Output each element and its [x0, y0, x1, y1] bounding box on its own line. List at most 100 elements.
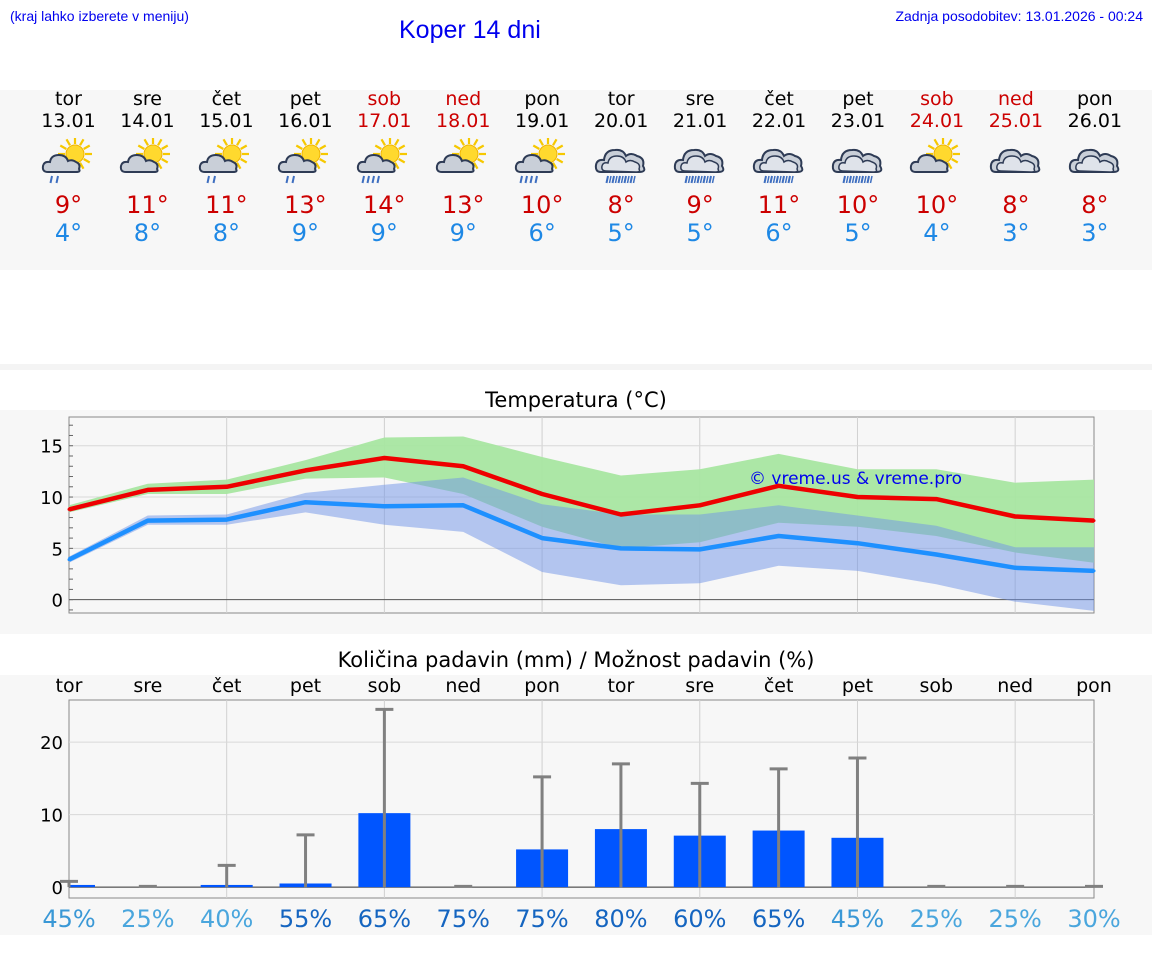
min-temp-point	[146, 519, 150, 523]
cloud-part	[989, 148, 1041, 173]
precip-probability: 60%	[673, 905, 726, 933]
day-date: 16.01	[278, 110, 333, 132]
day-date: 21.01	[672, 110, 728, 132]
y-tick-label: 10	[40, 806, 63, 827]
temp-min: 3°	[1081, 219, 1109, 247]
forecast-day: pet 23.01 10° 5°	[818, 88, 898, 247]
precipitation-chart: tor sre čet pet sob ned pon tor sre čet pet sob ned p…	[40, 675, 1121, 933]
x-category-label: čet	[764, 675, 794, 697]
y-tick-label: 5	[52, 539, 63, 560]
x-category-label: sob	[920, 675, 954, 697]
day-name: sob	[367, 88, 402, 110]
day-date: 24.01	[909, 110, 965, 132]
day-date: 14.01	[120, 110, 175, 132]
cloud-rain-icon	[831, 148, 883, 184]
precip-probability: 40%	[200, 905, 253, 933]
cloud-part	[673, 148, 725, 173]
x-category-label: ned	[445, 675, 481, 697]
x-category-label: sre	[133, 675, 162, 697]
rain-drops	[519, 175, 539, 184]
temp-max: 10°	[520, 191, 564, 219]
max-temp-point	[67, 507, 71, 511]
min-temp-point	[777, 534, 781, 538]
cloud-part	[1068, 148, 1120, 173]
cloud-icon	[1068, 148, 1120, 173]
sun-cloud-rain-icon	[357, 138, 408, 184]
temp-max: 8°	[1002, 191, 1030, 219]
x-category-label: pet	[842, 675, 873, 697]
temp-max: 11°	[205, 191, 248, 219]
day-name: ned	[997, 88, 1034, 110]
day-name: sre	[685, 88, 715, 110]
y-tick-label: 0	[52, 591, 63, 612]
temp-min: 8°	[212, 219, 241, 247]
cloud-part	[515, 153, 554, 173]
day-name: pon	[1076, 88, 1113, 110]
min-temp-point	[225, 518, 229, 522]
min-temp-point	[67, 558, 71, 562]
temp-min: 3°	[1002, 219, 1030, 247]
rain-drops	[285, 175, 296, 184]
y-tick-label: 20	[40, 733, 63, 754]
temp-max: 11°	[757, 191, 801, 219]
sun-cloud-light-rain-icon	[199, 138, 250, 184]
precipitation-chart-title: Količina padavin (mm) / Možnost padavin …	[337, 648, 815, 672]
watermark: © vreme.us & vreme.pro	[749, 469, 962, 489]
rain-drops	[684, 175, 715, 184]
temp-min: 8°	[133, 219, 162, 247]
sun-cloud-icon	[436, 138, 487, 173]
temp-min: 6°	[765, 219, 793, 247]
temperature-chart-title: Temperatura (°C)	[485, 388, 667, 412]
min-temp-point	[619, 546, 623, 550]
temp-max: 11°	[126, 191, 169, 219]
day-date: 23.01	[830, 110, 886, 132]
max-temp-point	[855, 495, 859, 499]
day-name: ned	[445, 88, 482, 110]
rain-drops	[206, 175, 217, 184]
temp-min: 5°	[844, 219, 872, 247]
max-temp-point	[146, 488, 150, 492]
forecast-day: sre 21.01 9° 5°	[660, 88, 740, 247]
temperature-chart: 0 5 10 15 © vreme.us & vreme.pro	[40, 416, 1096, 614]
cloud-part	[752, 148, 804, 173]
day-date: 17.01	[357, 110, 412, 132]
precip-probability: 25%	[121, 905, 174, 933]
temp-max: 14°	[363, 191, 406, 219]
max-temp-point	[777, 484, 781, 488]
min-temp-point	[540, 536, 544, 540]
day-date: 19.01	[514, 110, 570, 132]
temp-min: 5°	[607, 219, 635, 247]
y-tick-label: 0	[52, 878, 63, 899]
x-category-label: čet	[212, 675, 242, 697]
forecast-day: ned 25.01 8° 3°	[976, 88, 1056, 247]
temp-max: 8°	[607, 191, 635, 219]
forecast-day: pon 26.01 8° 3°	[1055, 88, 1135, 247]
cloud-part	[831, 148, 883, 173]
x-category-label: pon	[1076, 675, 1112, 697]
menu-hint-link[interactable]: (kraj lahko izberete v meniju)	[10, 8, 189, 24]
min-temp-point	[461, 503, 465, 507]
x-category-label: ned	[997, 675, 1033, 697]
precip-probability: 80%	[594, 905, 647, 933]
temp-min: 5°	[686, 219, 714, 247]
day-date: 13.01	[41, 110, 96, 132]
cloud-part	[595, 148, 646, 173]
plot-area	[68, 699, 1095, 899]
max-temp-point	[304, 468, 308, 472]
max-temp-point	[619, 512, 623, 516]
x-category-label: tor	[56, 675, 83, 697]
forecast-day: sob 24.01 10° 4°	[897, 88, 977, 247]
sun-cloud-light-rain-icon	[41, 138, 92, 184]
max-temp-line	[68, 455, 1095, 523]
temp-max: 10°	[915, 191, 959, 219]
cloud-icon	[989, 148, 1041, 173]
y-tick-label: 10	[40, 488, 63, 509]
rain-drops	[49, 175, 59, 184]
temp-max: 13°	[284, 191, 327, 219]
forecast-day: pet 16.01 13° 9°	[265, 88, 345, 247]
precip-probability: 65%	[358, 905, 411, 933]
min-temp-point	[304, 500, 308, 504]
max-temp-point	[934, 497, 938, 501]
x-category-label: sob	[368, 675, 402, 697]
min-temp-point	[934, 553, 938, 557]
